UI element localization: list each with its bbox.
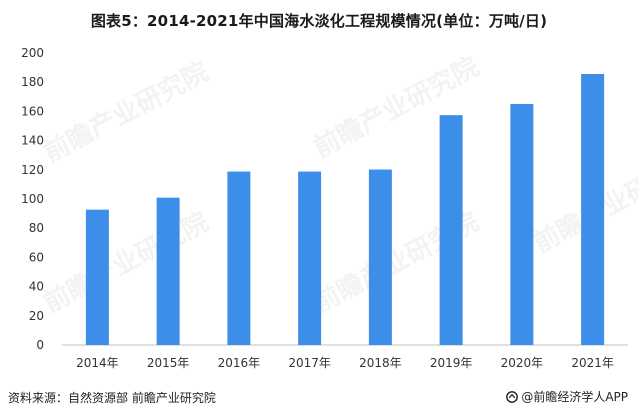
y-tick-label: 140 xyxy=(21,134,44,148)
x-tick-label: 2014年 xyxy=(76,356,119,370)
y-tick-label: 160 xyxy=(21,104,44,118)
bar-4 xyxy=(368,169,392,345)
y-tick-label: 80 xyxy=(29,221,44,235)
x-tick-label: 2019年 xyxy=(430,356,473,370)
bar-6 xyxy=(510,103,534,345)
y-tick-label: 100 xyxy=(21,192,44,206)
x-tick-label: 2018年 xyxy=(359,356,402,370)
watermark-layer: 前瞻产业研究院前瞻产业研究院前瞻产业研究院前瞻产业研究院前瞻产业研究院 xyxy=(38,51,638,319)
brand-logo-icon xyxy=(506,390,519,403)
chart-title: 图表5：2014-2021年中国海水淡化工程规模情况(单位：万吨/日) xyxy=(90,12,548,30)
y-tick-label: 0 xyxy=(36,338,44,352)
bar-3 xyxy=(298,171,322,345)
source-note: 资料来源：自然资源部 前瞻产业研究院 xyxy=(8,391,216,405)
bar-1 xyxy=(156,197,180,345)
x-tick-label: 2020年 xyxy=(501,356,544,370)
x-tick-label: 2021年 xyxy=(571,356,614,370)
bar-0 xyxy=(85,209,109,345)
y-tick-label: 200 xyxy=(21,46,44,60)
watermark-text: 前瞻产业研究院 xyxy=(38,206,213,319)
bars-group xyxy=(85,74,605,346)
brand-text: @前瞻经济学人APP xyxy=(521,390,628,404)
brand-credit: @前瞻经济学人APP xyxy=(506,388,628,405)
y-axis: 0 20 40 60 80 100 120 140 160 180 200 xyxy=(21,46,44,352)
y-tick-label: 20 xyxy=(29,309,44,323)
y-tick-label: 60 xyxy=(29,250,44,264)
watermark-text: 前瞻产业研究院 xyxy=(38,56,213,169)
x-tick-label: 2016年 xyxy=(218,356,261,370)
x-tick-label: 2015年 xyxy=(147,356,190,370)
bar-5 xyxy=(439,115,463,345)
bar-2 xyxy=(227,171,251,345)
x-tick-label: 2017年 xyxy=(288,356,331,370)
bar-7 xyxy=(581,74,605,346)
y-tick-label: 180 xyxy=(21,75,44,89)
y-tick-label: 120 xyxy=(21,163,44,177)
x-axis: 2014年 2015年 2016年 2017年 2018年 2019年 2020年 2021年 xyxy=(76,356,614,370)
y-tick-label: 40 xyxy=(29,280,44,294)
